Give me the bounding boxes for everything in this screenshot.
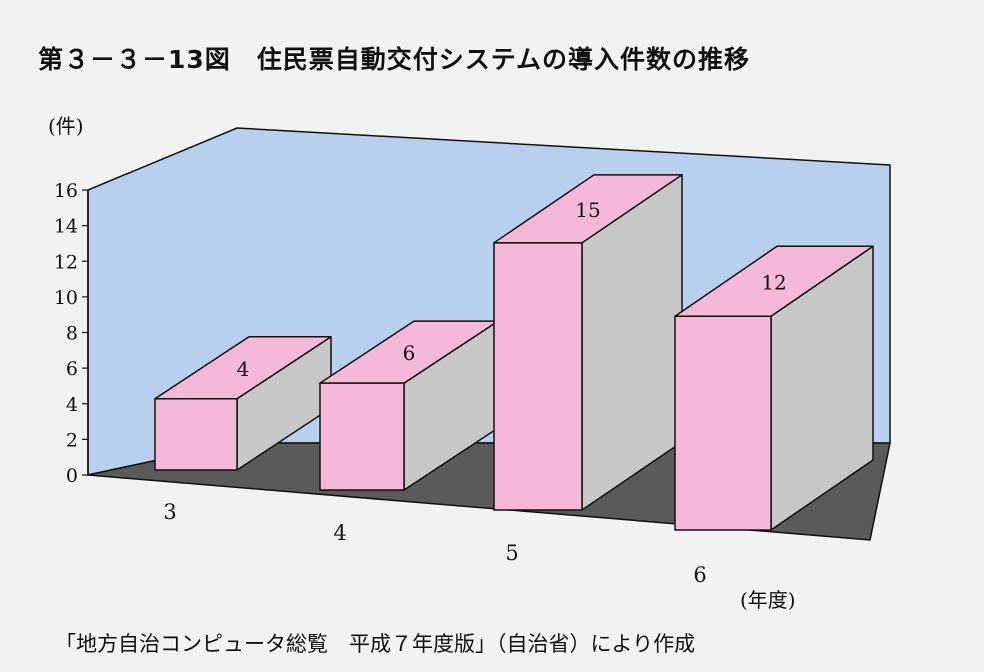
bar-value-label: 15 <box>575 198 600 222</box>
bar-value-label: 12 <box>761 270 786 294</box>
bar-value-label: 6 <box>403 341 416 365</box>
y-tick-label: 0 <box>66 465 78 487</box>
chart-title: 第３－３－13図 住民票自動交付システムの導入件数の推移 <box>38 45 751 74</box>
bar: 15 <box>493 174 683 511</box>
y-tick-label: 4 <box>66 394 78 416</box>
bar-front-face <box>493 242 583 511</box>
source-note: 「地方自治コンピュータ総覧 平成７年度版」（自治省）により作成 <box>55 632 696 656</box>
bar: 12 <box>674 245 874 531</box>
bar-front-face <box>674 315 772 531</box>
y-tick-label: 8 <box>66 323 78 345</box>
y-tick-label: 14 <box>54 216 78 238</box>
x-tick-label: 6 <box>693 563 706 587</box>
x-tick-label: 4 <box>333 521 346 545</box>
x-axis-label: (年度) <box>740 588 796 612</box>
y-tick-label: 6 <box>66 358 78 380</box>
y-tick-label: 2 <box>66 429 78 451</box>
bar: 4 <box>154 336 332 471</box>
x-axis: 3 4 5 6 <box>163 500 706 587</box>
y-tick-label: 12 <box>54 251 78 273</box>
y-axis: 0 2 4 6 8 10 12 14 16 <box>54 180 89 487</box>
bars-group: 4 6 15 12 <box>154 174 874 531</box>
bar-front-face <box>319 382 405 491</box>
y-axis-label: (件) <box>48 114 84 138</box>
x-tick-label: 3 <box>163 500 176 524</box>
bar-front-face <box>154 398 238 471</box>
y-tick-label: 16 <box>54 180 78 202</box>
x-tick-label: 5 <box>505 541 518 565</box>
y-tick-label: 10 <box>54 287 78 309</box>
bar-value-label: 4 <box>237 357 250 381</box>
